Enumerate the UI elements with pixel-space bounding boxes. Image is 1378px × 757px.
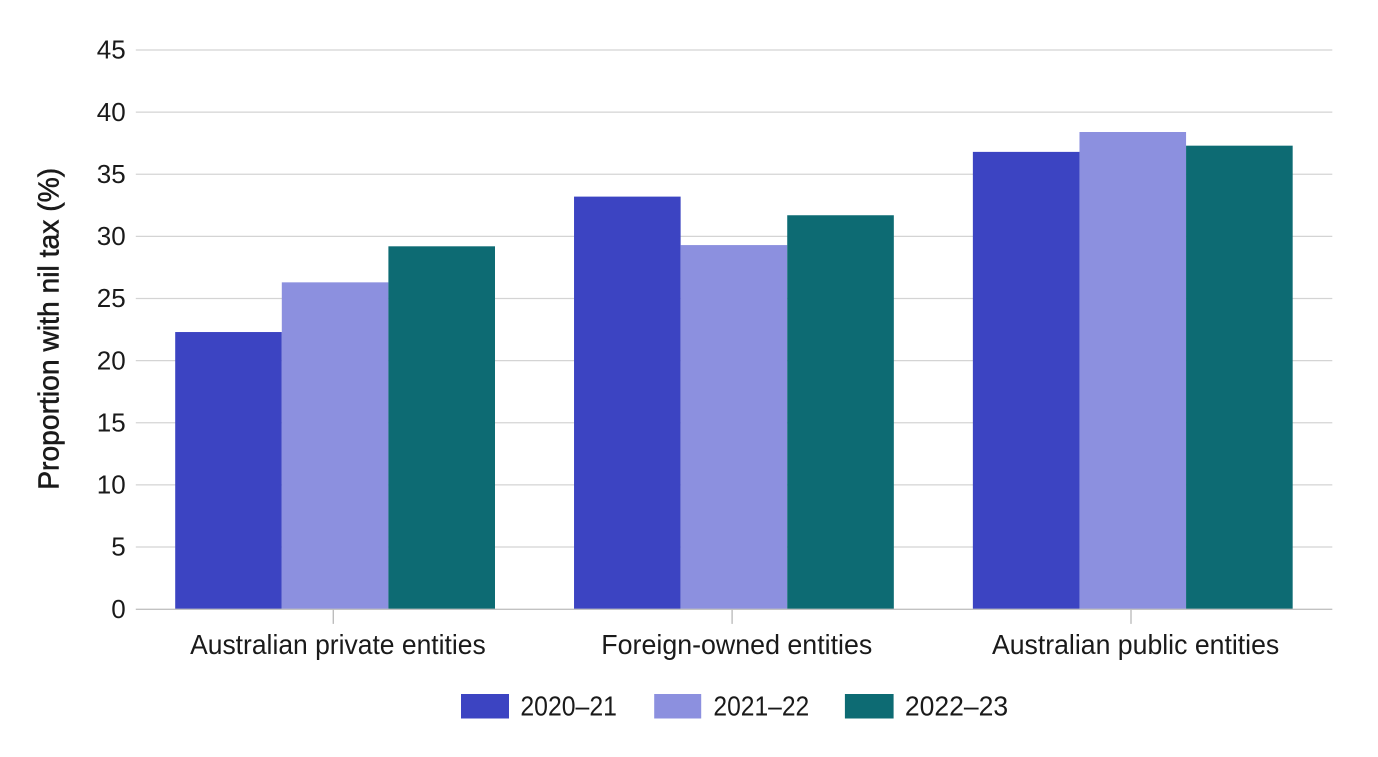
svg-text:30: 30 xyxy=(97,221,126,251)
svg-text:15: 15 xyxy=(97,407,126,437)
svg-text:Australian public entities: Australian public entities xyxy=(992,629,1279,660)
svg-text:0: 0 xyxy=(111,594,125,624)
svg-text:Proportion with nil tax (%): Proportion with nil tax (%) xyxy=(34,168,66,490)
svg-text:20: 20 xyxy=(97,345,126,375)
svg-text:40: 40 xyxy=(97,97,126,127)
svg-text:45: 45 xyxy=(97,35,126,65)
svg-text:35: 35 xyxy=(97,159,126,189)
svg-text:2020–21: 2020–21 xyxy=(520,691,617,722)
svg-text:2021–22: 2021–22 xyxy=(713,691,809,722)
svg-text:5: 5 xyxy=(111,532,125,562)
svg-text:Foreign-owned entities: Foreign-owned entities xyxy=(601,629,872,660)
svg-text:2022–23: 2022–23 xyxy=(905,691,1008,722)
svg-text:Australian private entities: Australian private entities xyxy=(190,629,486,660)
svg-text:25: 25 xyxy=(97,283,126,313)
svg-text:10: 10 xyxy=(97,470,126,500)
